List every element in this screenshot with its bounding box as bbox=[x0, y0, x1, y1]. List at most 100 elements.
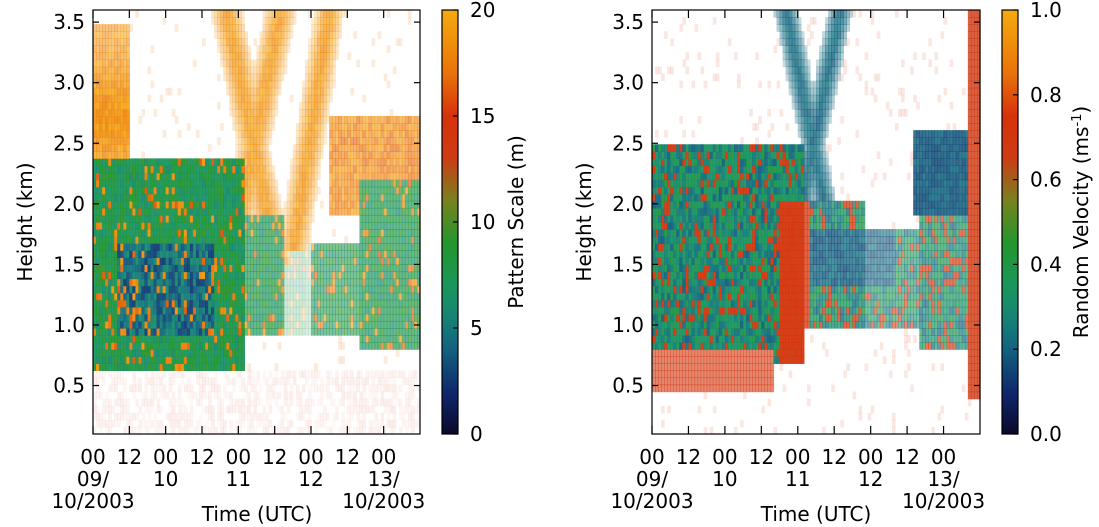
heatmap-cell bbox=[661, 186, 665, 195]
heatmap-cell bbox=[217, 278, 221, 287]
heatmap-cell bbox=[229, 108, 233, 117]
heatmap-cell bbox=[96, 278, 100, 287]
heatmap-cell bbox=[129, 158, 133, 167]
heatmap-cell bbox=[350, 200, 354, 209]
heatmap-cell bbox=[250, 243, 255, 251]
heatmap-cell bbox=[111, 108, 115, 117]
heatmap-cell bbox=[186, 285, 191, 294]
heatmap-cell bbox=[259, 384, 264, 393]
heatmap-cell bbox=[177, 87, 182, 96]
heatmap-cell bbox=[380, 419, 385, 428]
heatmap-cell bbox=[262, 405, 267, 414]
heatmap-cell bbox=[177, 285, 182, 294]
heatmap-cell bbox=[362, 229, 367, 237]
heatmap-cell bbox=[377, 285, 382, 294]
heatmap-cell bbox=[386, 137, 391, 145]
heatmap-cell bbox=[359, 236, 364, 244]
heatmap-cell bbox=[165, 328, 170, 336]
heatmap-cell bbox=[220, 123, 224, 131]
heatmap-cell bbox=[214, 356, 218, 364]
heatmap-cell bbox=[410, 207, 415, 216]
heatmap-cell bbox=[96, 101, 100, 110]
heatmap-cell bbox=[277, 45, 282, 53]
heatmap-cell bbox=[368, 116, 373, 124]
heatmap-cell bbox=[298, 193, 303, 202]
heatmap-cell bbox=[102, 31, 106, 39]
heatmap-cell bbox=[262, 17, 267, 25]
heatmap-cell bbox=[359, 179, 364, 188]
heatmap-cell bbox=[186, 299, 191, 308]
heatmap-cell bbox=[359, 299, 364, 308]
heatmap-cell bbox=[262, 236, 267, 244]
heatmap-cell bbox=[332, 299, 336, 308]
heatmap-cell bbox=[286, 285, 291, 294]
heatmap-cell bbox=[386, 151, 391, 159]
heatmap-cell bbox=[153, 320, 158, 329]
heatmap-cell bbox=[670, 328, 674, 336]
heatmap-cell bbox=[320, 306, 324, 315]
heatmap-cell bbox=[368, 193, 373, 202]
heatmap-cell bbox=[407, 179, 412, 188]
heatmap-cell bbox=[120, 59, 124, 68]
heatmap-cell bbox=[389, 384, 394, 393]
heatmap-cell bbox=[232, 165, 236, 174]
heatmap-cell bbox=[256, 320, 261, 329]
heatmap-cell bbox=[401, 412, 406, 421]
heatmap-cell bbox=[386, 320, 391, 329]
heatmap-cell bbox=[389, 299, 394, 308]
heatmap-cell bbox=[401, 292, 406, 301]
heatmap-cell bbox=[353, 207, 358, 216]
heatmap-cell bbox=[277, 320, 282, 329]
heatmap-cell bbox=[235, 45, 239, 53]
heatmap-cell bbox=[244, 236, 249, 244]
heatmap-cell bbox=[404, 342, 409, 350]
heatmap-cell bbox=[126, 108, 130, 117]
heatmap-cell bbox=[253, 108, 258, 117]
heatmap-cell bbox=[329, 271, 333, 280]
heatmap-cell bbox=[311, 130, 315, 138]
heatmap-cell bbox=[241, 116, 245, 124]
heatmap-cell bbox=[410, 144, 415, 152]
heatmap-cell bbox=[286, 45, 291, 53]
heatmap-cell bbox=[117, 73, 121, 82]
colorbar-tick-label: 15 bbox=[470, 104, 495, 128]
heatmap-cell bbox=[404, 335, 409, 343]
heatmap-cell bbox=[298, 328, 303, 336]
heatmap-cell bbox=[241, 243, 245, 251]
heatmap-cell bbox=[679, 222, 683, 230]
heatmap-cell bbox=[259, 144, 264, 152]
heatmap-cell bbox=[371, 214, 376, 223]
heatmap-cell bbox=[314, 144, 318, 152]
heatmap-cell bbox=[386, 200, 391, 209]
heatmap-cell bbox=[416, 137, 421, 145]
chart-random-velocity: 0.51.01.52.02.53.03.5 00 12 00 12 00 12 00 12 00… bbox=[572, 0, 1093, 526]
heatmap-cell bbox=[271, 101, 276, 110]
heatmap-cell bbox=[177, 264, 182, 273]
heatmap-cell bbox=[259, 328, 264, 336]
heatmap-cell bbox=[344, 10, 348, 18]
heatmap-cell bbox=[283, 229, 288, 237]
heatmap-cell bbox=[407, 236, 412, 244]
heatmap-cell bbox=[111, 250, 115, 258]
heatmap-cell bbox=[180, 222, 185, 230]
heatmap-cell bbox=[392, 214, 397, 223]
heatmap-cell bbox=[661, 229, 665, 237]
heatmap-cell bbox=[144, 207, 149, 216]
heatmap-cell bbox=[265, 165, 270, 174]
heatmap-cell bbox=[274, 207, 279, 216]
heatmap-cell bbox=[232, 384, 236, 393]
heatmap-cell bbox=[211, 342, 215, 350]
heatmap-cell bbox=[268, 80, 273, 89]
heatmap-cell bbox=[186, 236, 191, 244]
heatmap-cell bbox=[238, 398, 242, 407]
heatmap-cell bbox=[655, 363, 659, 371]
heatmap-cell bbox=[271, 80, 276, 89]
heatmap-cell bbox=[111, 257, 115, 265]
heatmap-cell bbox=[132, 391, 136, 400]
heatmap-cell bbox=[341, 419, 345, 428]
heatmap-cell bbox=[371, 130, 376, 138]
heatmap-cell bbox=[126, 80, 130, 89]
heatmap-cell bbox=[159, 370, 164, 379]
heatmap-cell bbox=[147, 271, 152, 280]
heatmap-cell bbox=[289, 285, 294, 294]
